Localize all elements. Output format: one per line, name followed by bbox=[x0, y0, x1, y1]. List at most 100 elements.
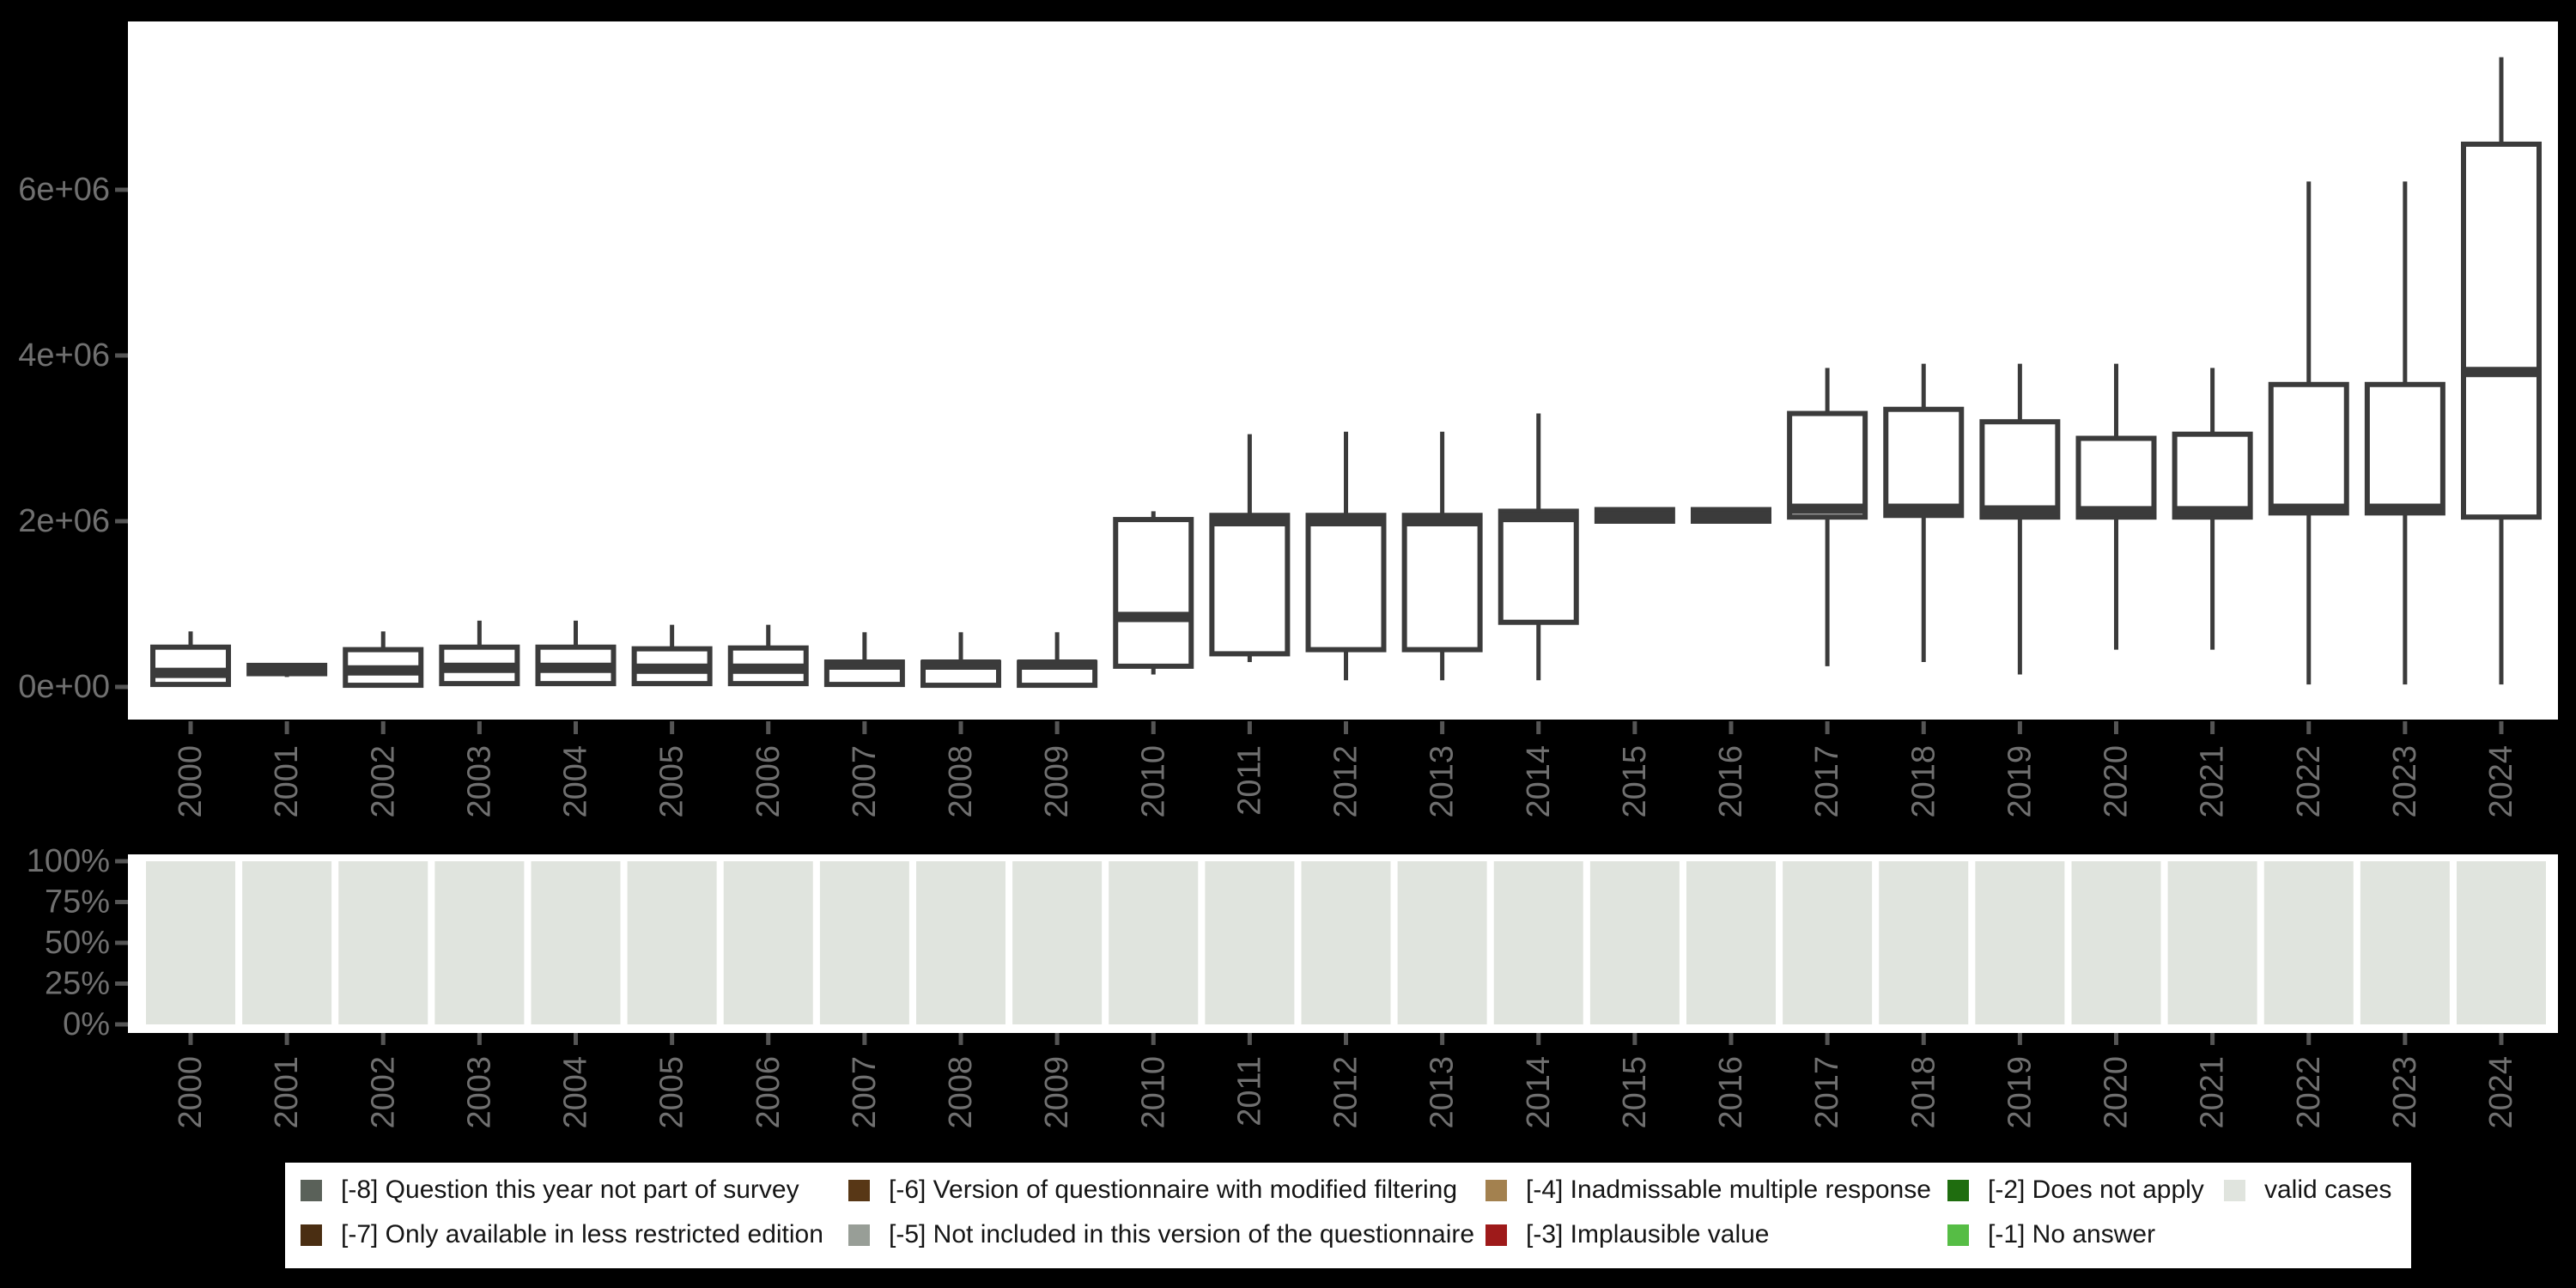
box-iqr bbox=[2364, 381, 2445, 516]
x-tick-label-top: 2004 bbox=[558, 745, 594, 818]
legend-item-label: [-7] Only available in less restricted e… bbox=[341, 1220, 823, 1249]
bar-valid-cases-2004 bbox=[531, 861, 621, 1024]
x-tick-top bbox=[766, 721, 771, 734]
boxplot-year-2018 bbox=[1883, 363, 1965, 663]
boxplot-year-2024 bbox=[2461, 57, 2542, 685]
box-iqr bbox=[2268, 381, 2349, 516]
x-tick-label-bottom: 2004 bbox=[558, 1056, 594, 1129]
y-tick-top bbox=[115, 187, 128, 192]
box-iqr bbox=[2075, 435, 2157, 520]
x-tick-top bbox=[1344, 721, 1348, 734]
y-tick-label-bottom: 0% bbox=[63, 1006, 110, 1042]
x-tick-bottom bbox=[2499, 1033, 2504, 1045]
bar-valid-cases-2005 bbox=[627, 861, 717, 1024]
boxplot-year-2015 bbox=[1594, 507, 1675, 524]
x-tick-top bbox=[862, 721, 867, 734]
x-tick-label-bottom: 2010 bbox=[1135, 1056, 1171, 1129]
box-iqr bbox=[1113, 517, 1194, 669]
x-tick-bottom bbox=[2210, 1033, 2215, 1045]
x-tick-label-bottom: 2001 bbox=[269, 1056, 305, 1129]
boxplot-year-2017 bbox=[1787, 368, 1868, 666]
bar-valid-cases-2023 bbox=[2360, 861, 2450, 1024]
bar-valid-cases-2002 bbox=[338, 861, 428, 1024]
legend-swatch-icon bbox=[1485, 1224, 1507, 1246]
bar-valid-cases-2021 bbox=[2167, 861, 2257, 1024]
boxplot-year-2006 bbox=[727, 624, 809, 687]
boxplot-year-2011 bbox=[1209, 434, 1291, 663]
x-tick-top bbox=[1247, 721, 1252, 734]
legend-item: valid cases bbox=[2224, 1177, 2391, 1203]
x-tick-top bbox=[958, 721, 963, 734]
boxplot-year-2005 bbox=[631, 624, 713, 687]
x-tick-label-bottom: 2006 bbox=[750, 1056, 787, 1129]
y-tick-label-bottom: 50% bbox=[45, 925, 110, 961]
x-tick-label-bottom: 2000 bbox=[173, 1056, 209, 1129]
x-tick-bottom bbox=[766, 1033, 771, 1045]
boxplot-year-2013 bbox=[1401, 431, 1483, 681]
x-tick-label-top: 2002 bbox=[365, 745, 401, 818]
x-tick-label-bottom: 2002 bbox=[365, 1056, 401, 1129]
x-tick-bottom bbox=[958, 1033, 963, 1045]
bar-valid-cases-2008 bbox=[916, 861, 1005, 1024]
legend-item-label: [-1] No answer bbox=[1988, 1220, 2156, 1249]
y-tick-top bbox=[115, 519, 128, 524]
legend-item-label: [-4] Inadmissable multiple response bbox=[1526, 1176, 1931, 1204]
x-tick-label-top: 2012 bbox=[1328, 745, 1364, 818]
bar-valid-cases-2017 bbox=[1783, 861, 1873, 1024]
box-iqr bbox=[2172, 431, 2253, 520]
x-tick-bottom bbox=[1536, 1033, 1541, 1045]
bar-valid-cases-2010 bbox=[1109, 861, 1199, 1024]
barchart-series bbox=[146, 861, 2546, 1024]
x-tick-bottom bbox=[1921, 1033, 1926, 1045]
x-tick-label-top: 2007 bbox=[847, 745, 883, 818]
x-tick-label-top: 2015 bbox=[1617, 745, 1653, 818]
x-tick-bottom bbox=[1728, 1033, 1734, 1045]
x-tick-label-bottom: 2017 bbox=[1809, 1056, 1845, 1129]
legend-item: [-4] Inadmissable multiple response bbox=[1485, 1177, 1931, 1203]
legend-item: [-3] Implausible value bbox=[1485, 1222, 1769, 1248]
x-tick-bottom bbox=[1440, 1033, 1445, 1045]
x-tick-label-top: 2024 bbox=[2483, 745, 2519, 818]
y-tick-label-top: 0e+00 bbox=[18, 669, 110, 705]
x-tick-label-bottom: 2007 bbox=[847, 1056, 883, 1129]
x-tick-bottom bbox=[188, 1033, 193, 1045]
boxplot-year-2000 bbox=[150, 631, 231, 688]
y-tick-label-bottom: 100% bbox=[27, 843, 110, 879]
bar-valid-cases-2012 bbox=[1301, 861, 1391, 1024]
legend-swatch-icon bbox=[1485, 1179, 1507, 1201]
boxplot-year-2020 bbox=[2075, 363, 2157, 650]
y-tick-top bbox=[115, 353, 128, 358]
y-tick-label-top: 6e+06 bbox=[18, 172, 110, 208]
x-tick-top bbox=[2499, 721, 2504, 734]
x-tick-top bbox=[284, 721, 289, 734]
legend-item: [-7] Only available in less restricted e… bbox=[301, 1222, 823, 1248]
x-tick-bottom bbox=[2403, 1033, 2408, 1045]
x-tick-bottom bbox=[670, 1033, 675, 1045]
x-tick-bottom bbox=[1344, 1033, 1348, 1045]
legend-item-label: [-2] Does not apply bbox=[1988, 1176, 2204, 1204]
x-tick-label-top: 2020 bbox=[2099, 745, 2135, 818]
bar-valid-cases-2020 bbox=[2071, 861, 2161, 1024]
x-tick-top bbox=[1921, 721, 1926, 734]
boxplot-year-2019 bbox=[1979, 363, 2061, 675]
boxplot-year-2002 bbox=[343, 631, 424, 689]
x-tick-label-top: 2009 bbox=[1039, 745, 1075, 818]
x-tick-bottom bbox=[1054, 1033, 1060, 1045]
y-tick-top bbox=[115, 684, 128, 690]
legend-swatch-icon bbox=[848, 1224, 870, 1246]
y-tick-label-bottom: 25% bbox=[45, 966, 110, 1002]
bar-valid-cases-2000 bbox=[146, 861, 235, 1024]
box-iqr bbox=[2461, 141, 2542, 520]
legend-box: [-8] Question this year not part of surv… bbox=[285, 1163, 2411, 1268]
boxplot-year-2008 bbox=[920, 632, 1001, 689]
x-tick-top bbox=[188, 721, 193, 734]
x-tick-top bbox=[1632, 721, 1637, 734]
x-tick-bottom bbox=[1247, 1033, 1252, 1045]
x-tick-top bbox=[2114, 721, 2118, 734]
x-tick-top bbox=[1151, 721, 1156, 734]
boxplot-year-2012 bbox=[1305, 431, 1387, 681]
y-tick-bottom bbox=[115, 940, 128, 945]
bar-valid-cases-2009 bbox=[1012, 861, 1103, 1024]
x-tick-label-bottom: 2022 bbox=[2291, 1056, 2327, 1129]
